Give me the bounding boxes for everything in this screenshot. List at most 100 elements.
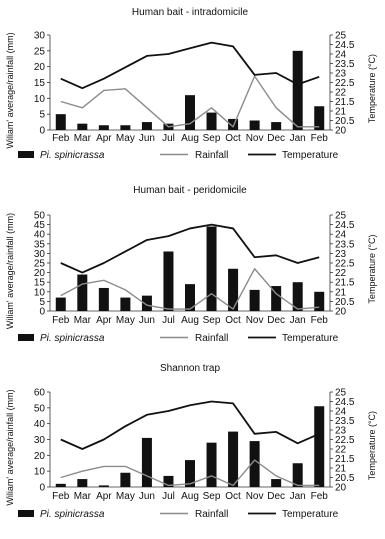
y-tick-label: 0	[39, 483, 45, 494]
x-tick-label: Aug	[181, 315, 199, 326]
bar-pi-spinicrassa	[314, 291, 325, 311]
x-tick-label: Feb	[52, 133, 70, 144]
y-tick-label: 10	[34, 467, 46, 478]
x-tick-label: Nov	[246, 133, 264, 144]
bar-pi-spinicrassa	[292, 282, 303, 311]
bar-pi-spinicrassa	[228, 118, 239, 130]
y2-tick-label: 24.5	[335, 40, 355, 51]
bar-pi-spinicrassa	[249, 441, 260, 487]
bar-pi-spinicrassa	[98, 485, 109, 487]
bar-pi-spinicrassa	[77, 274, 88, 311]
x-tick-label: Aug	[181, 491, 199, 502]
legend-bar-swatch	[18, 151, 34, 158]
bar-pi-spinicrassa	[206, 226, 217, 311]
legend-label-pi-spinicrassa: Pi. spinicrassa	[40, 509, 105, 520]
y2-axis-label: Temperature (°C)	[367, 54, 377, 123]
y-tick-label: 20	[34, 451, 46, 462]
y-tick-label: 5	[39, 297, 45, 308]
x-tick-label: Mar	[74, 491, 92, 502]
chart-title: Shannon trap	[160, 363, 220, 374]
y2-tick-label: 23	[335, 426, 347, 437]
y-axis-label: Wiliam' average/rainfall (mm)	[5, 213, 15, 329]
y2-tick-label: 23.5	[335, 239, 355, 250]
x-tick-label: Jun	[139, 491, 155, 502]
y-tick-label: 15	[34, 78, 46, 89]
y2-tick-label: 21	[335, 464, 347, 475]
x-tick-label: Jul	[162, 133, 175, 144]
legend-label-pi-spinicrassa: Pi. spinicrassa	[40, 333, 105, 344]
y2-tick-label: 25	[335, 211, 347, 222]
x-tick-label: Dec	[267, 133, 285, 144]
y-tick-label: 15	[34, 278, 46, 289]
y-tick-label: 5	[39, 110, 45, 121]
legend-label-rainfall: Rainfall	[195, 509, 228, 520]
y2-tick-label: 24	[335, 230, 347, 241]
bar-pi-spinicrassa	[228, 431, 239, 487]
y2-tick-label: 23	[335, 249, 347, 260]
bar-pi-spinicrassa	[271, 479, 282, 487]
legend-bar-swatch	[18, 334, 34, 341]
bar-pi-spinicrassa	[314, 406, 325, 487]
x-tick-label: Jan	[290, 315, 306, 326]
y-tick-label: 0	[39, 307, 45, 318]
y2-axis-label: Temperature (°C)	[367, 411, 377, 480]
x-tick-label: Dec	[267, 315, 285, 326]
legend-bar-swatch	[18, 510, 34, 517]
bar-pi-spinicrassa	[120, 297, 131, 311]
x-tick-label: Nov	[246, 491, 264, 502]
y2-tick-label: 22.5	[335, 435, 355, 446]
bar-pi-spinicrassa	[55, 483, 66, 487]
y2-tick-label: 23.5	[335, 59, 355, 70]
x-tick-label: Oct	[225, 133, 241, 144]
chart-title: Human bait - peridomicile	[133, 185, 247, 196]
x-tick-label: Apr	[96, 133, 112, 144]
x-tick-label: May	[116, 133, 135, 144]
x-tick-label: Sep	[203, 315, 221, 326]
x-tick-label: Jul	[162, 315, 175, 326]
y-tick-label: 30	[34, 31, 46, 42]
y-axis-label: Wiliam' average/rainfall (mm)	[5, 389, 15, 505]
y2-tick-label: 25	[335, 31, 347, 42]
y2-tick-label: 21.5	[335, 278, 355, 289]
y-tick-label: 20	[34, 62, 46, 73]
y-tick-label: 20	[34, 268, 46, 279]
bar-pi-spinicrassa	[77, 123, 88, 130]
y2-tick-label: 21.5	[335, 97, 355, 108]
bar-pi-spinicrassa	[120, 125, 131, 130]
temperature-line	[60, 400, 320, 450]
bar-pi-spinicrassa	[206, 112, 217, 130]
x-tick-label: Nov	[246, 315, 264, 326]
rainfall-line	[60, 459, 320, 487]
bar-pi-spinicrassa	[163, 251, 174, 311]
temperature-line	[60, 41, 320, 90]
x-tick-label: Oct	[225, 315, 241, 326]
chart-title: Human bait - intradomicile	[132, 7, 249, 18]
bar-pi-spinicrassa	[141, 122, 152, 130]
bar-pi-spinicrassa	[98, 125, 109, 130]
bar-pi-spinicrassa	[228, 268, 239, 311]
y-tick-label: 35	[34, 239, 46, 250]
chart-panel-3: Shannon trap01020304050602020.52121.5222…	[5, 363, 377, 520]
legend: Pi. spinicrassa Rainfall Temperature	[18, 333, 339, 344]
bar-pi-spinicrassa	[163, 475, 174, 487]
bar-pi-spinicrassa	[55, 297, 66, 311]
x-tick-label: Jan	[290, 133, 306, 144]
y2-tick-label: 23	[335, 69, 347, 80]
x-tick-label: Aug	[181, 133, 199, 144]
y2-tick-label: 22	[335, 88, 347, 99]
x-tick-label: Jan	[290, 491, 306, 502]
y2-tick-label: 22	[335, 268, 347, 279]
y-tick-label: 60	[34, 388, 46, 399]
x-tick-label: Feb	[52, 491, 70, 502]
bar-pi-spinicrassa	[185, 284, 195, 311]
x-tick-label: Feb	[311, 491, 329, 502]
x-tick-label: Jul	[162, 491, 175, 502]
rainfall-line	[60, 268, 320, 310]
x-tick-label: Mar	[74, 315, 92, 326]
bar-pi-spinicrassa	[292, 50, 303, 131]
y-tick-label: 25	[34, 46, 46, 57]
y-tick-label: 30	[34, 435, 46, 446]
y2-tick-label: 20.5	[335, 473, 355, 484]
